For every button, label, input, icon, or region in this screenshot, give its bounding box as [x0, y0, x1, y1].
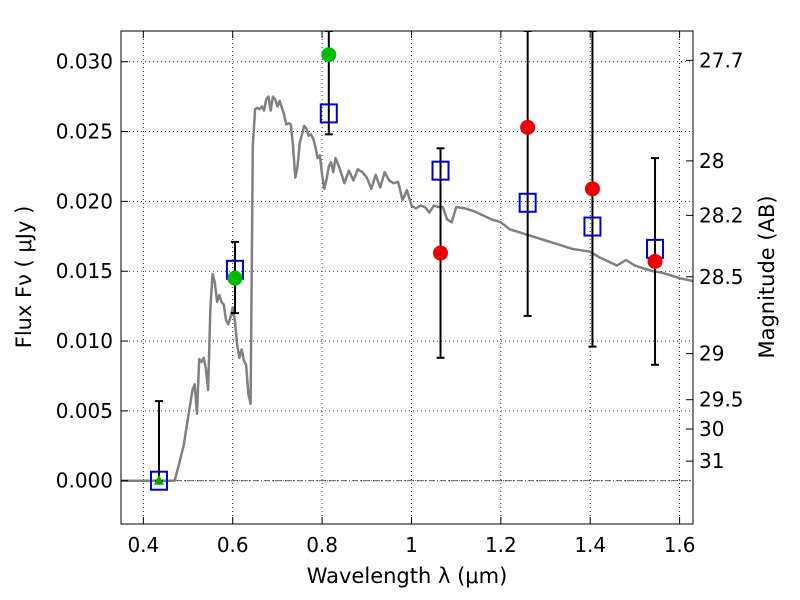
error-bars: [154, 31, 660, 482]
observed-point: [227, 270, 243, 286]
x-tick-label: 1: [405, 533, 418, 557]
model-square: [583, 216, 602, 237]
y2-tick-label: 29.5: [699, 388, 744, 412]
y-axis-label: Flux Fν ( μJy ): [12, 206, 36, 349]
y-tick-label: 0.010: [56, 329, 113, 353]
x-tick-label: 0.6: [217, 533, 249, 557]
model-sed-group: [121, 95, 693, 482]
y2-tick-label: 27.7: [699, 48, 744, 72]
model-photometry-squares: [149, 103, 665, 491]
model-square: [518, 192, 537, 213]
observed-point: [321, 47, 337, 63]
grid-lines: [121, 31, 693, 524]
y2-tick-label: 28.2: [699, 203, 744, 227]
observed-photometry-points: [153, 47, 663, 485]
x-tick-label: 1.4: [574, 533, 606, 557]
y2-axis-label: Magnitude (AB): [755, 195, 779, 358]
observed-point: [433, 245, 449, 261]
model-square: [149, 470, 168, 491]
y-tick-label: 0.000: [56, 469, 113, 493]
plot-frame: [120, 30, 694, 525]
observed-point: [584, 181, 600, 197]
model-sed-line: [121, 95, 693, 482]
observed-point: [520, 119, 536, 135]
y-tick-label: 0.015: [56, 259, 113, 283]
y2-tick-label: 28.5: [699, 265, 744, 289]
y2-tick-label: 31: [699, 449, 724, 473]
observed-triangle: [153, 474, 164, 485]
y-tick-label: 0.030: [56, 50, 113, 74]
tick-labels: 0.4 0.6 0.8 1 1.2 1.4 1.6 0.000 0.005 0.010 0.015 0…: [56, 48, 744, 557]
x-tick-label: 0.4: [127, 533, 159, 557]
y2-tick-label: 29: [699, 342, 724, 366]
y2-tick-label: 28: [699, 149, 724, 173]
model-square: [319, 103, 338, 124]
axis-ticks: [121, 31, 693, 524]
x-tick-label: 1.6: [664, 533, 696, 557]
x-tick-label: 0.8: [306, 533, 338, 557]
y-tick-label: 0.020: [56, 189, 113, 213]
observed-point: [647, 253, 663, 269]
y-tick-label: 0.025: [56, 120, 113, 144]
model-square: [431, 160, 450, 181]
x-tick-label: 1.2: [485, 533, 517, 557]
y2-tick-label: 30: [699, 417, 724, 441]
y-tick-label: 0.005: [56, 399, 113, 423]
x-axis-label: Wavelength λ (μm): [307, 564, 508, 588]
